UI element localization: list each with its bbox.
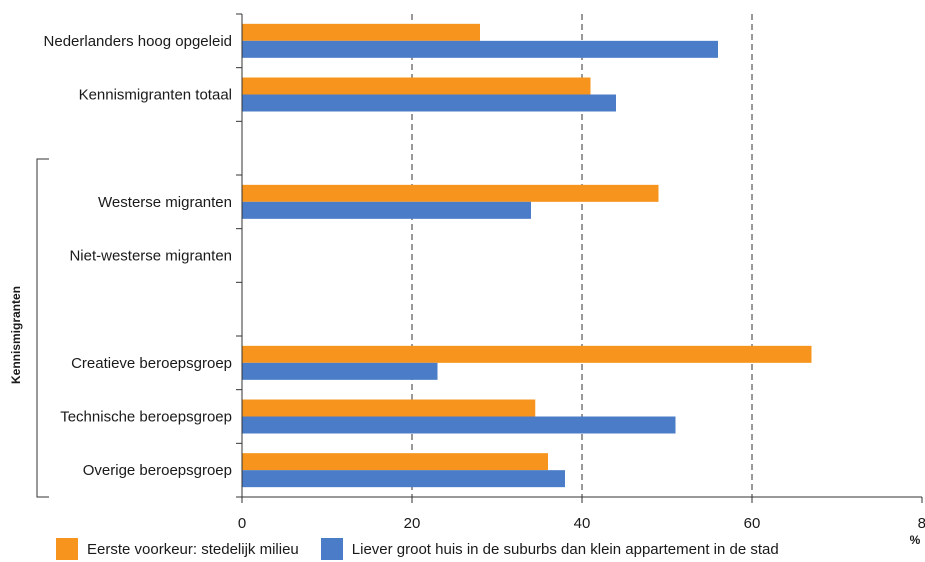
x-tick-label-40: 40 (574, 515, 591, 532)
legend-item-series-2: Liever groot huis in de suburbs dan klei… (320, 538, 779, 560)
bar-series-1-row-1 (242, 77, 591, 95)
group-bracket-line (36, 158, 49, 498)
x-unit-label: % (910, 533, 921, 547)
bar-series-2-row-8 (242, 470, 565, 488)
bar-series-2-row-3 (242, 201, 531, 219)
group-label: Kennismigranten (9, 286, 23, 384)
legend-item-series-1: Eerste voorkeur: stedelijk milieu (56, 538, 299, 560)
bar-series-1-row-0 (242, 23, 480, 41)
legend-swatch-series-1 (56, 538, 78, 560)
bar-series-1-row-7 (242, 399, 536, 417)
category-label-1: Kennismigranten totaal (79, 87, 232, 104)
bars (242, 23, 812, 488)
legend: Eerste voorkeur: stedelijk milieu Liever… (56, 538, 779, 560)
category-label-6: Creatieve beroepsgroep (71, 355, 232, 372)
group-bracket (36, 158, 49, 498)
bar-series-2-row-1 (242, 94, 616, 112)
legend-swatch-series-2 (320, 538, 343, 560)
bar-series-2-row-0 (242, 40, 718, 58)
x-tick-label-20: 20 (404, 515, 421, 532)
x-tick-label-0: 0 (238, 515, 246, 532)
tick-labels: 0 20 40 60 80 (238, 515, 925, 532)
bar-series-1-row-6 (242, 345, 812, 363)
axes (236, 13, 923, 503)
category-labels: Nederlanders hoog opgeleid Kennismigrante… (44, 33, 232, 479)
category-label-4: Niet-westerse migranten (69, 248, 232, 265)
category-label-8: Overige beroepsgroep (83, 462, 232, 479)
category-label-0: Nederlanders hoog opgeleid (44, 33, 232, 50)
legend-label-series-1: Eerste voorkeur: stedelijk milieu (87, 540, 299, 558)
legend-label-series-2: Liever groot huis in de suburbs dan klei… (351, 540, 779, 558)
bar-series-2-row-6 (242, 362, 438, 380)
category-label-7: Technische beroepsgroep (60, 409, 232, 426)
bar-series-1-row-8 (242, 453, 548, 471)
x-tick-label-80: 80 (918, 515, 925, 532)
bar-series-2-row-7 (242, 416, 676, 434)
category-label-3: Westerse migranten (98, 194, 232, 211)
x-tick-label-60: 60 (744, 515, 761, 532)
bar-series-1-row-3 (242, 184, 659, 202)
